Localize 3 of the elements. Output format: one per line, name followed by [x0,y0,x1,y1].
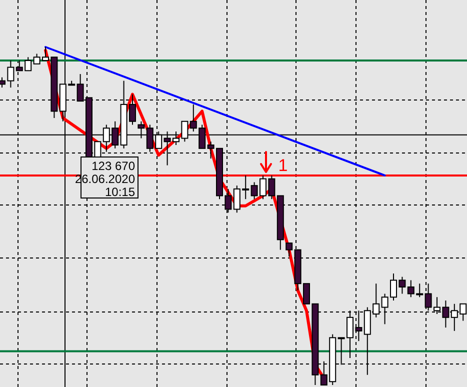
annotation: 123 670 [92,159,136,173]
annotation: 10:15 [104,185,136,199]
annotation: 1 [278,156,288,175]
